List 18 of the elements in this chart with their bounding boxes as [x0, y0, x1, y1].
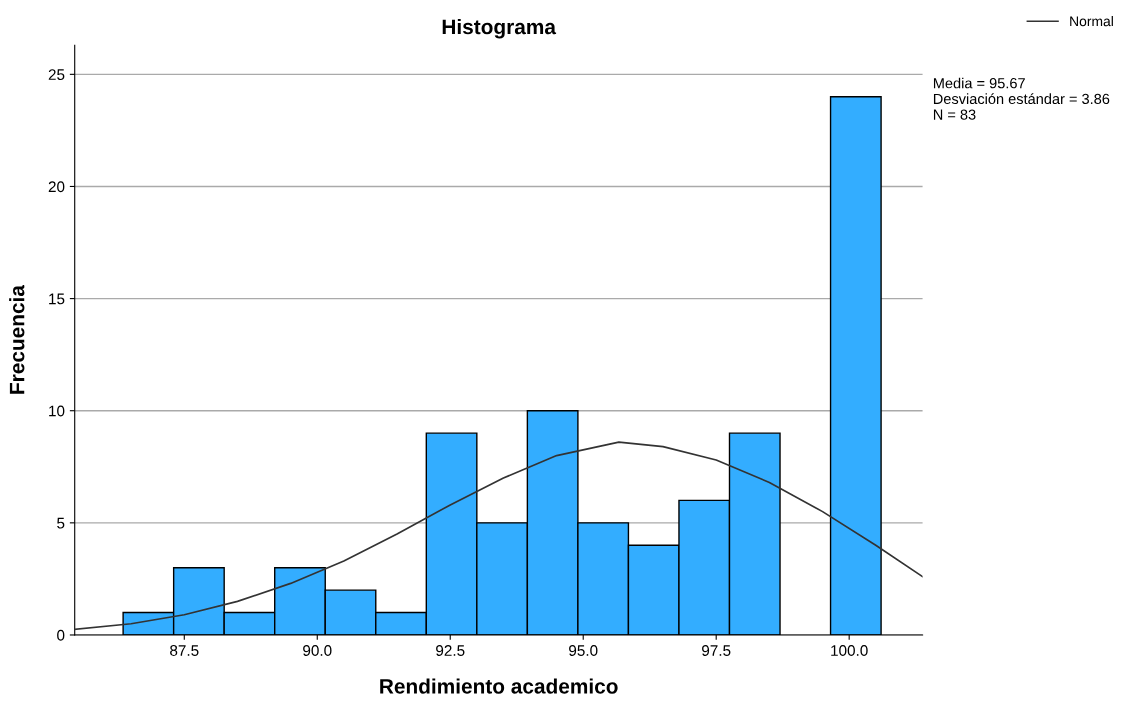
x-tick-label: 87.5	[170, 645, 199, 656]
x-axis-title: Rendimiento academico	[380, 678, 618, 694]
legend-label: Normal	[1070, 16, 1113, 27]
text: Media = 95.67 Desviación estándar = 3.86 N = 83	[933, 77, 1110, 120]
y-axis-title: Frecuencia	[9, 284, 25, 394]
x-tick-label: 97.5	[702, 645, 731, 656]
x-tick-label: 95.0	[569, 645, 598, 656]
y-tick-label: 5	[57, 517, 65, 529]
y-tick-label: 25	[48, 69, 65, 81]
y-tick-label: 0	[57, 629, 65, 641]
y-tick-label: 15	[49, 293, 65, 305]
chart-title: Histograma	[442, 18, 557, 39]
line-series	[74, 441, 923, 631]
y-tick-label: 10	[49, 405, 65, 417]
x-tick-label: 90.0	[303, 645, 332, 656]
y-tick-label: 20	[48, 181, 65, 193]
x-tick-label: 92.5	[436, 645, 465, 656]
x-tick-label: 100.0	[831, 645, 868, 656]
